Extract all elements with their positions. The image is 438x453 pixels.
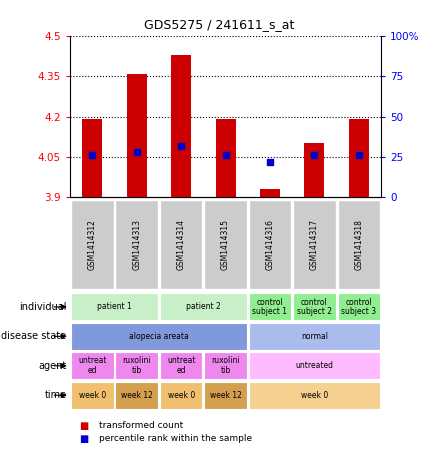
Text: untreated: untreated <box>295 361 333 370</box>
Text: GSM1414314: GSM1414314 <box>177 219 186 270</box>
Text: ■: ■ <box>79 421 88 431</box>
Text: agent: agent <box>38 361 67 371</box>
Bar <box>71 323 247 350</box>
Bar <box>293 294 336 320</box>
Bar <box>115 352 158 379</box>
Bar <box>71 294 158 320</box>
Text: week 0: week 0 <box>79 391 106 400</box>
Bar <box>115 382 158 409</box>
Text: GSM1414318: GSM1414318 <box>354 219 364 270</box>
Point <box>178 142 185 149</box>
Bar <box>249 323 380 350</box>
Point <box>222 152 229 159</box>
Bar <box>171 55 191 197</box>
Bar <box>160 200 202 289</box>
Text: disease state: disease state <box>1 331 67 342</box>
Text: individual: individual <box>19 302 67 312</box>
Bar <box>338 200 380 289</box>
Text: control
subject 1: control subject 1 <box>252 298 287 316</box>
Bar <box>304 144 325 197</box>
Bar <box>160 382 202 409</box>
Bar <box>115 200 158 289</box>
Text: GSM1414312: GSM1414312 <box>88 219 97 270</box>
Bar <box>160 294 247 320</box>
Text: week 12: week 12 <box>121 391 153 400</box>
Bar <box>204 382 247 409</box>
Text: percentile rank within the sample: percentile rank within the sample <box>99 434 252 443</box>
Bar <box>71 352 113 379</box>
Point <box>133 149 140 156</box>
Text: control
subject 3: control subject 3 <box>341 298 376 316</box>
Bar <box>293 200 336 289</box>
Bar <box>249 382 380 409</box>
Point <box>266 158 273 165</box>
Bar <box>249 200 291 289</box>
Text: transformed count: transformed count <box>99 421 183 430</box>
Bar <box>215 119 236 197</box>
Text: patient 1: patient 1 <box>97 303 132 311</box>
Text: normal: normal <box>301 332 328 341</box>
Text: ■: ■ <box>79 434 88 443</box>
Text: time: time <box>44 390 67 400</box>
Text: GDS5275 / 241611_s_at: GDS5275 / 241611_s_at <box>144 18 294 31</box>
Bar <box>71 200 113 289</box>
Text: ruxolini
tib: ruxolini tib <box>122 357 151 375</box>
Point <box>311 152 318 159</box>
Text: untreat
ed: untreat ed <box>167 357 195 375</box>
Bar <box>349 119 369 197</box>
Text: GSM1414313: GSM1414313 <box>132 219 141 270</box>
Bar <box>127 74 147 197</box>
Bar <box>204 200 247 289</box>
Point <box>89 152 96 159</box>
Point <box>355 152 362 159</box>
Text: alopecia areata: alopecia areata <box>129 332 189 341</box>
Text: GSM1414315: GSM1414315 <box>221 219 230 270</box>
Bar <box>71 382 113 409</box>
Bar <box>82 119 102 197</box>
Bar <box>249 352 380 379</box>
Bar <box>204 352 247 379</box>
Text: week 0: week 0 <box>301 391 328 400</box>
Bar <box>249 294 291 320</box>
Text: control
subject 2: control subject 2 <box>297 298 332 316</box>
Text: GSM1414317: GSM1414317 <box>310 219 319 270</box>
Text: GSM1414316: GSM1414316 <box>265 219 275 270</box>
Bar <box>160 352 202 379</box>
Bar <box>260 189 280 197</box>
Bar <box>338 294 380 320</box>
Text: week 12: week 12 <box>210 391 241 400</box>
Text: ruxolini
tib: ruxolini tib <box>211 357 240 375</box>
Text: patient 2: patient 2 <box>186 303 221 311</box>
Text: untreat
ed: untreat ed <box>78 357 106 375</box>
Text: week 0: week 0 <box>167 391 195 400</box>
